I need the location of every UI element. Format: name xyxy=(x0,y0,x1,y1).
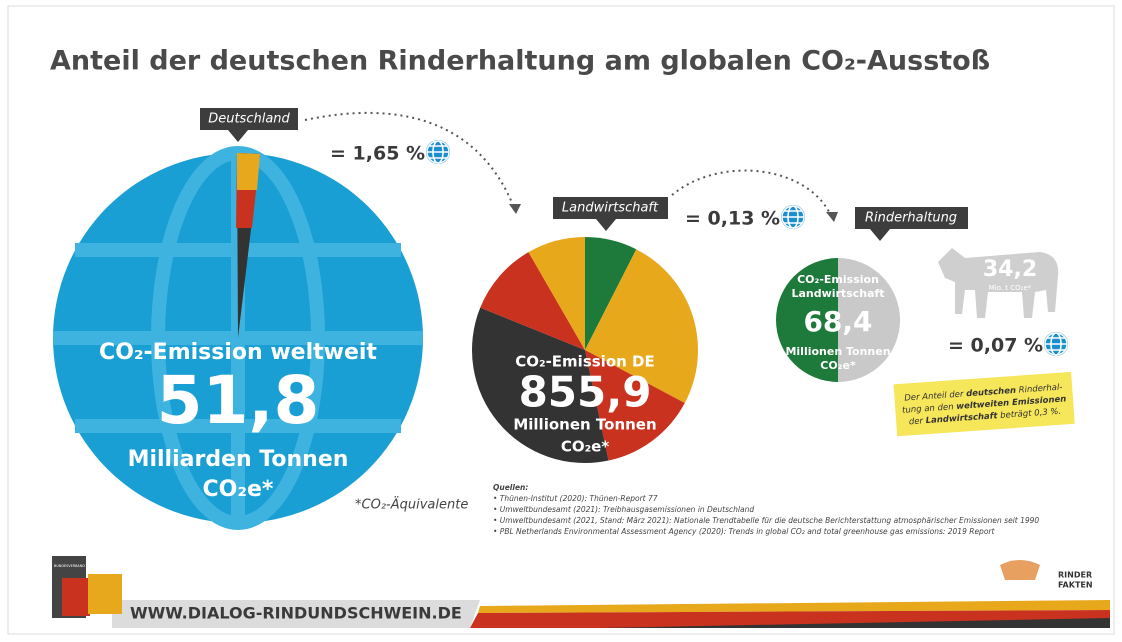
note-segment: der xyxy=(909,416,926,427)
logo-text: BUNDESVERBAND RIND UND SCHWEIN E.V. xyxy=(54,564,128,568)
tag-label: Landwirtschaft xyxy=(562,201,659,216)
global-value: 51,8 xyxy=(157,362,320,439)
source-item: • Umweltbundesamt (2021): Treibhausgasem… xyxy=(493,505,754,514)
globe-icon xyxy=(1044,332,1068,356)
de-unit2: CO₂e* xyxy=(561,438,610,456)
page: {"title": "Anteil der deutschen Rinderha… xyxy=(0,0,1122,642)
de-value: 855,9 xyxy=(519,368,652,417)
source-item: • PBL Netherlands Environmental Assessme… xyxy=(493,527,995,536)
tag-label: Rinderhaltung xyxy=(865,211,957,226)
footer-url: WWW.DIALOG-RINDUNDSCHWEIN.DE xyxy=(130,604,462,623)
cattle-value: 34,2 xyxy=(983,257,1037,282)
agri-value: 68,4 xyxy=(803,305,872,338)
logo-box xyxy=(62,578,90,616)
share: = 0,07 % xyxy=(948,335,1043,357)
de-unit: Millionen Tonnen xyxy=(513,416,656,434)
brand-text: FAKTEN xyxy=(1058,581,1093,590)
global-unit2: CO₂e* xyxy=(203,477,274,502)
brand-text: RINDER xyxy=(1058,571,1092,580)
agri-heading: Landwirtschaft xyxy=(791,287,884,300)
global-unit: Milliarden Tonnen xyxy=(128,447,349,472)
brand-logo xyxy=(1000,560,1040,580)
source-item: • Umweltbundesamt (2021, Stand: März 202… xyxy=(493,516,1039,525)
title: Anteil der deutschen Rinderhaltung am gl… xyxy=(50,46,990,77)
infographic: Anteil der deutschen Rinderhaltung am gl… xyxy=(0,0,1122,642)
globe-icon xyxy=(426,140,450,164)
agri-unit: Millionen Tonnen xyxy=(785,345,890,358)
share: = 1,65 % xyxy=(330,143,425,165)
footnote: *CO₂-Äquivalente xyxy=(355,497,468,513)
sources-title: Quellen: xyxy=(493,483,528,492)
cattle-unit: Mio. t CO₂e* xyxy=(989,284,1032,292)
share: = 0,13 % xyxy=(685,208,780,230)
globe-icon xyxy=(781,205,805,229)
source-item: • Thünen-Institut (2020): Thünen-Report … xyxy=(493,494,658,503)
logo-box xyxy=(88,574,122,614)
agri-unit2: CO₂e* xyxy=(820,359,856,372)
tag-label: Deutschland xyxy=(208,112,290,127)
agri-heading: CO₂-Emission xyxy=(797,273,879,286)
